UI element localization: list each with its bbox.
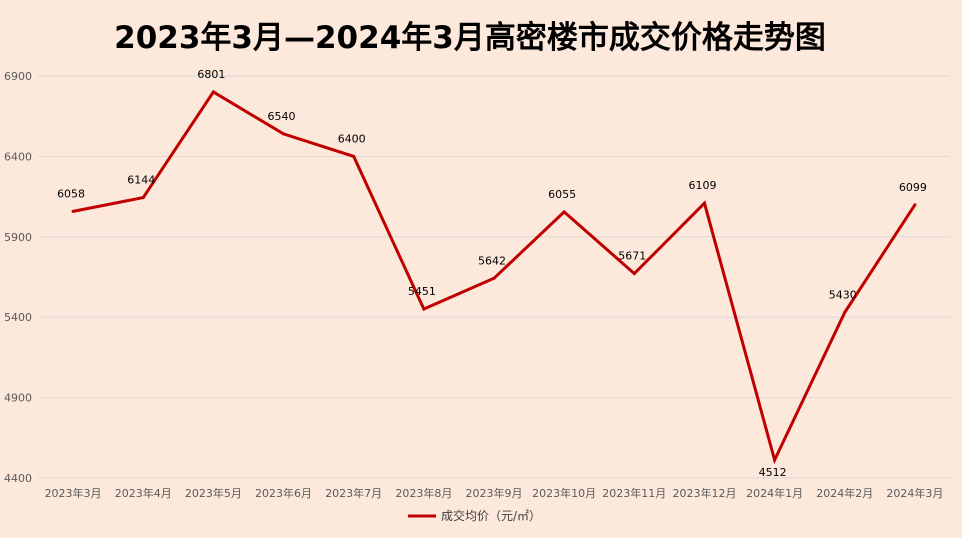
data-point: [702, 201, 706, 205]
data-point: [211, 90, 215, 94]
data-label: 4512: [759, 466, 787, 479]
x-tick-label: 2023年6月: [255, 486, 312, 500]
legend: 成交均价（元/㎡）: [408, 508, 541, 523]
y-tick-label: 6400: [4, 150, 32, 163]
grid-layer: [38, 75, 950, 479]
y-axis: 4400 4900 5400 5900 6400 6900: [4, 70, 32, 485]
x-tick-label: 2023年10月: [532, 486, 596, 500]
data-label: 6055: [548, 188, 576, 201]
y-tick-label: 4900: [4, 392, 32, 405]
data-point: [843, 310, 847, 314]
x-tick-label: 2024年2月: [816, 486, 873, 500]
data-label: 6099: [899, 181, 927, 194]
data-label: 6144: [127, 174, 155, 187]
x-tick-label: 2023年12月: [672, 486, 736, 500]
x-tick-label: 2024年1月: [746, 486, 803, 500]
x-tick-label: 2023年7月: [325, 486, 382, 500]
y-tick-label: 5400: [4, 311, 32, 324]
legend-label: 成交均价（元/㎡）: [441, 508, 541, 523]
data-labels: 6058 6144 6801 6540 6400 5451 5642 6055 5671 6109…: [57, 68, 927, 479]
data-point: [282, 132, 286, 136]
data-label: 6400: [338, 132, 366, 145]
data-point: [913, 203, 917, 207]
data-label: 5642: [478, 254, 506, 267]
data-label: 6801: [197, 68, 225, 81]
x-tick-label: 2023年4月: [115, 486, 172, 500]
data-label: 6540: [268, 110, 296, 123]
data-point: [492, 276, 496, 280]
data-label: 5451: [408, 285, 436, 298]
data-label: 5671: [618, 250, 646, 263]
x-tick-label: 2023年3月: [45, 486, 102, 500]
data-label: 6058: [57, 187, 85, 200]
y-tick-label: 5900: [4, 231, 32, 244]
x-tick-label: 2023年9月: [466, 486, 523, 500]
x-tick-label: 2023年11月: [602, 486, 666, 500]
data-point: [562, 210, 566, 214]
data-label: 6109: [688, 179, 716, 192]
data-point: [141, 196, 145, 200]
y-tick-label: 4400: [4, 472, 32, 485]
x-tick-label: 2024年3月: [886, 486, 943, 500]
data-point: [71, 209, 75, 213]
chart-title: 2023年3月—2024年3月高密楼市成交价格走势图: [114, 20, 826, 56]
data-label: 5430: [829, 288, 857, 301]
series-line: [72, 89, 917, 465]
x-tick-label: 2023年5月: [185, 486, 242, 500]
data-point: [422, 307, 426, 311]
data-point: [632, 272, 636, 276]
x-axis: 2023年3月 2023年4月 2023年5月 2023年6月 2023年7月 2023年…: [45, 486, 944, 500]
series-layer: [71, 89, 917, 465]
y-tick-label: 6900: [4, 70, 32, 83]
data-point: [352, 154, 356, 158]
data-point: [773, 458, 777, 462]
x-tick-label: 2023年8月: [395, 486, 452, 500]
